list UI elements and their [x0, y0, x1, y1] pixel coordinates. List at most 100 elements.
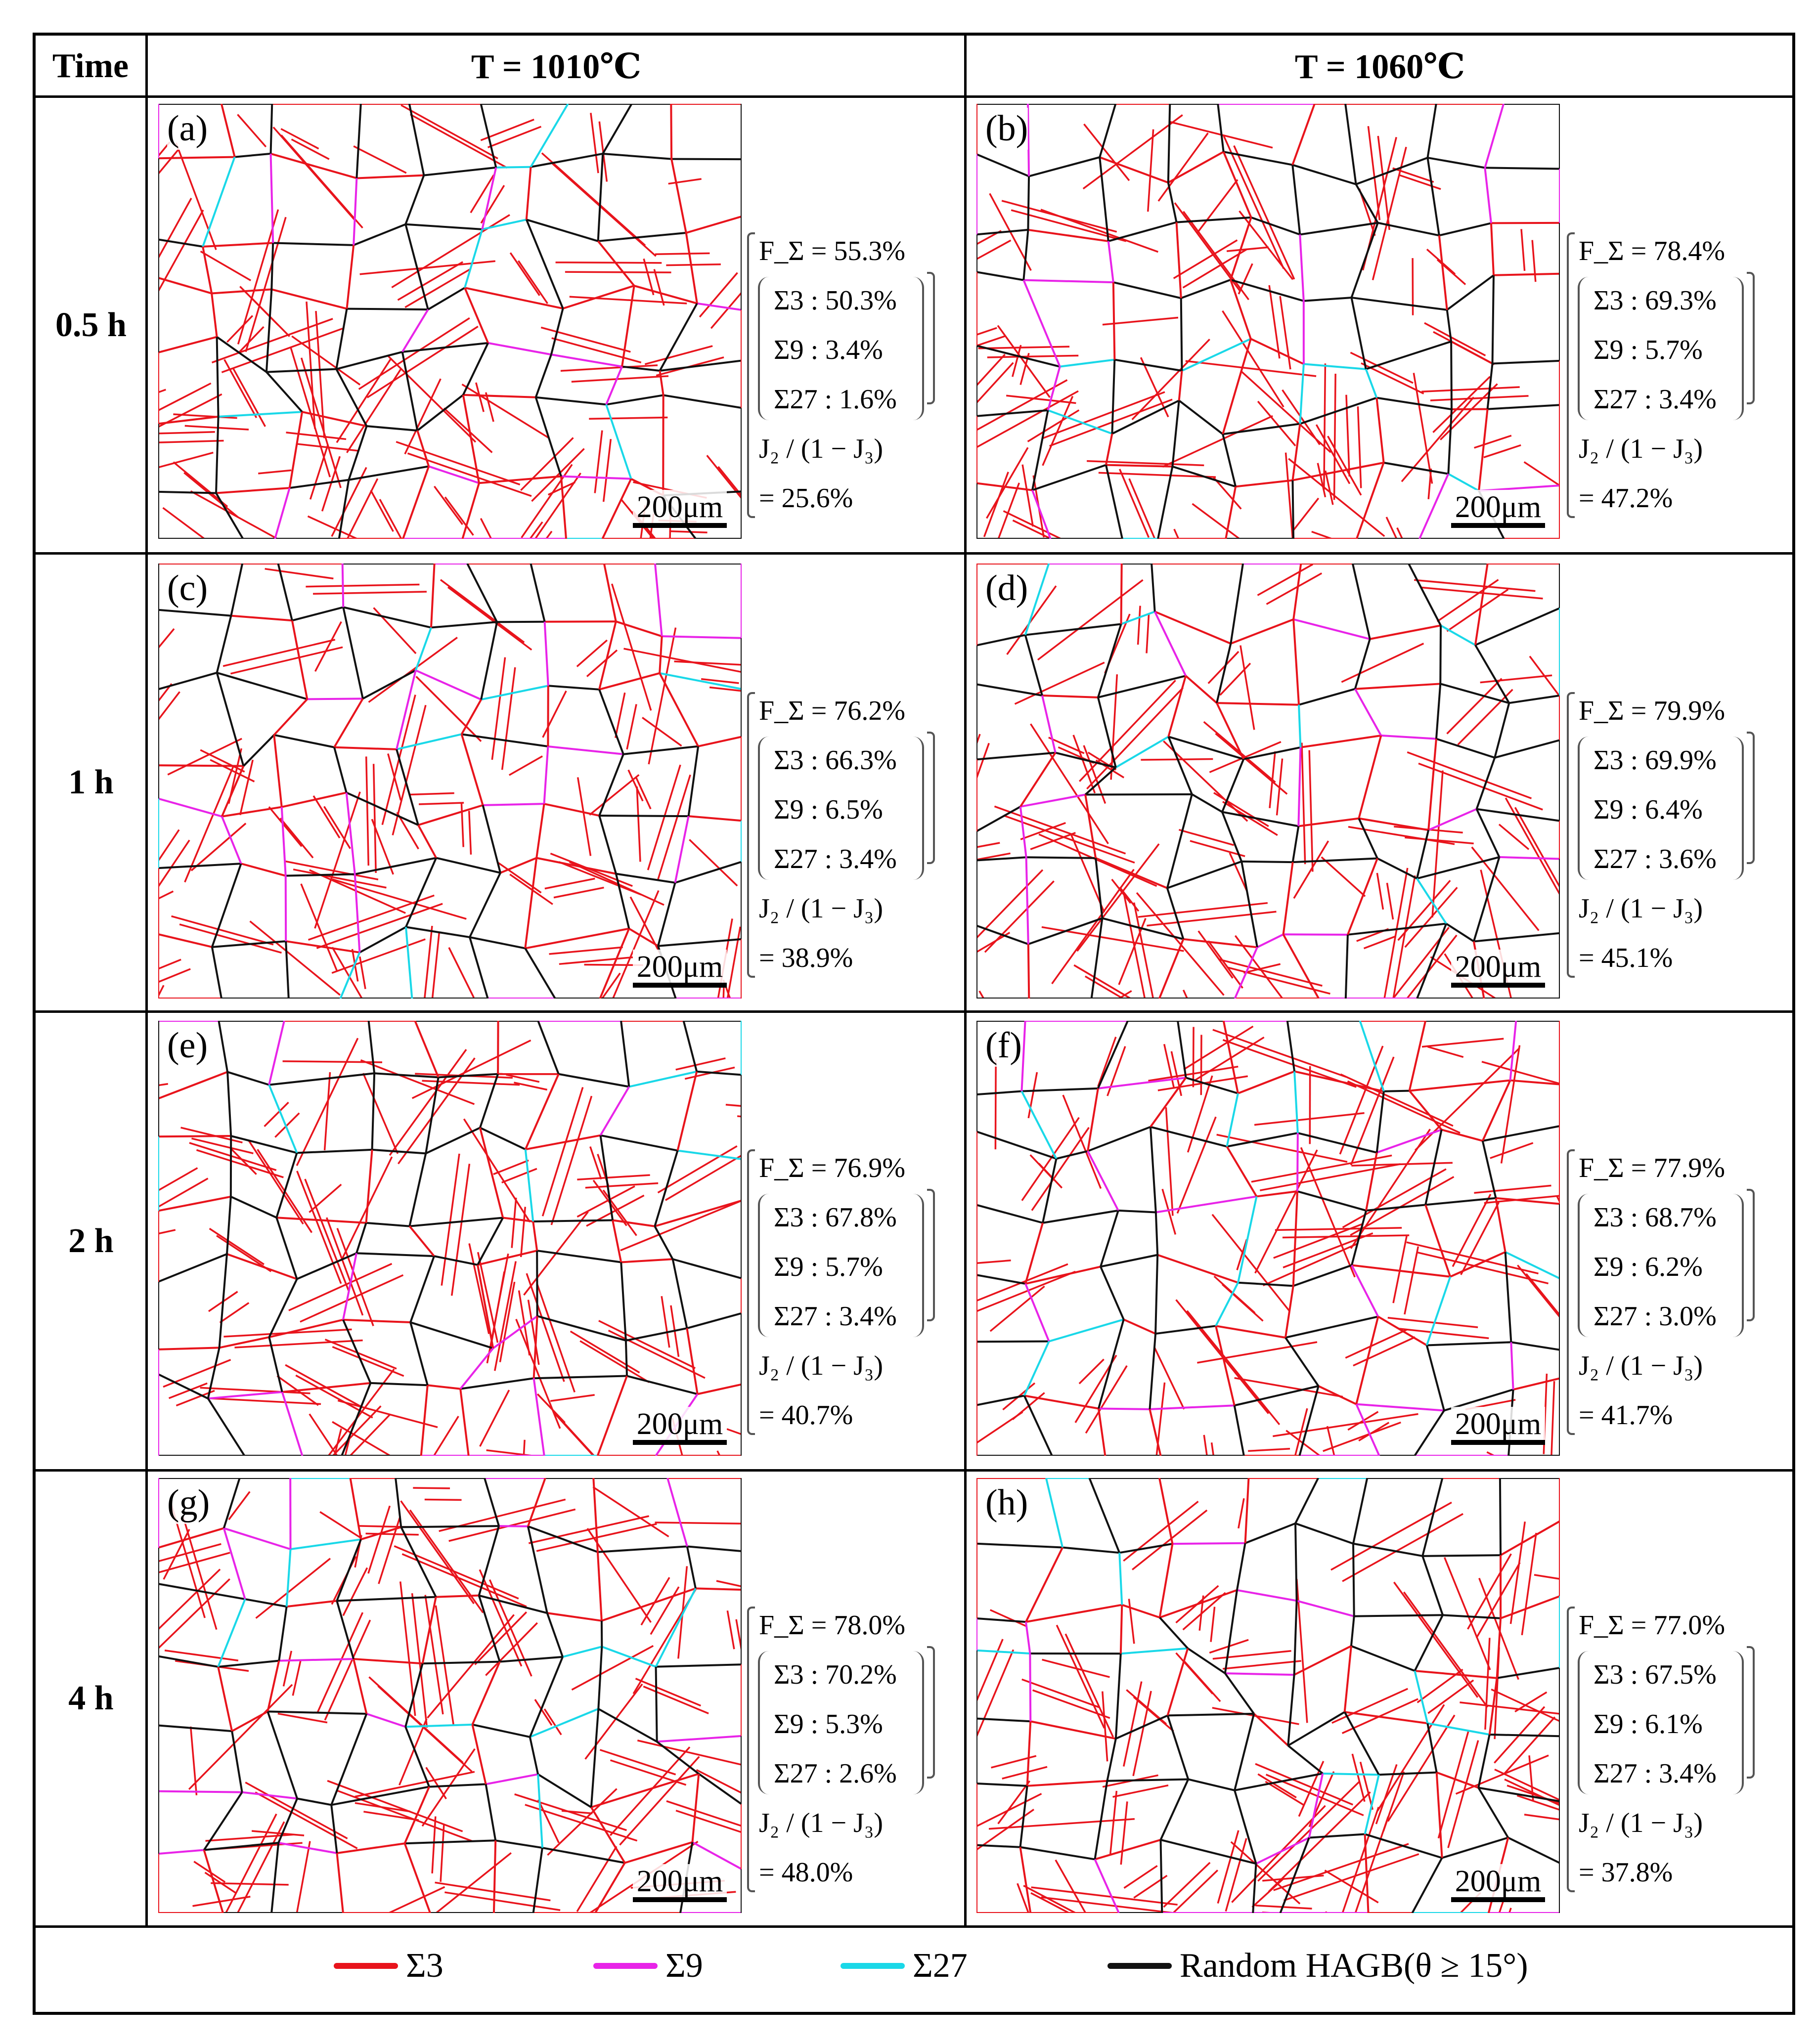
grain-boundary — [1024, 1222, 1044, 1284]
grain-boundary — [1166, 1715, 1190, 1780]
grain-boundary — [1111, 399, 1180, 435]
grain-boundary — [1350, 222, 1379, 298]
grain-boundary — [158, 1253, 227, 1283]
grain-boundary — [491, 657, 506, 760]
grain-boundary — [1128, 478, 1156, 539]
grain-boundary — [1494, 1768, 1560, 1801]
grain-boundary — [1343, 1646, 1352, 1712]
grain-boundary — [545, 530, 553, 539]
grain-boundary — [1340, 1073, 1454, 1127]
grain-boundary — [285, 1549, 292, 1607]
grain-boundary — [976, 379, 1068, 432]
grain-boundary — [336, 350, 403, 370]
grain-boundary — [550, 1394, 595, 1402]
grain-boundary — [1176, 1116, 1217, 1214]
grain-boundary — [657, 882, 676, 947]
grain-boundary — [1112, 282, 1116, 360]
grain-boundary — [404, 1663, 424, 1727]
grain-boundary — [158, 141, 171, 158]
grain-boundary — [212, 288, 272, 295]
grain-boundary — [279, 1658, 354, 1662]
grain-boundary — [486, 1773, 538, 1785]
grain-boundary — [1376, 1129, 1442, 1154]
grain-boundary — [532, 1847, 543, 1913]
grain-boundary — [464, 287, 489, 344]
stat-j-label: J₂ / (1 − J₃) — [1579, 434, 1703, 464]
grain-boundary — [601, 1587, 696, 1622]
grain-boundary — [1475, 1562, 1521, 1639]
grain-boundary — [1186, 1310, 1281, 1426]
grain-boundary — [1095, 857, 1168, 889]
grain-boundary — [1478, 1577, 1519, 1680]
grain-boundary — [286, 432, 347, 440]
grain-boundary — [387, 1886, 445, 1913]
grain-boundary — [518, 1290, 531, 1356]
grain-boundary — [1500, 1595, 1560, 1619]
grain-boundary — [163, 1528, 190, 1580]
grain-boundary — [1292, 1191, 1299, 1286]
grain-boundary — [1446, 588, 1509, 632]
grain-boundary — [1381, 734, 1437, 740]
grain-boundary — [466, 564, 498, 623]
grain-boundary — [1299, 221, 1378, 236]
grain-boundary — [1450, 341, 1453, 410]
grain-boundary — [479, 1594, 548, 1614]
grain-boundary — [337, 1399, 438, 1428]
stat-j-value: = 41.7% — [1579, 1400, 1673, 1431]
grain-boundary — [989, 1609, 1027, 1628]
grain-boundary — [1399, 174, 1441, 190]
grain-boundary — [158, 609, 231, 617]
grain-boundary — [615, 692, 626, 739]
grain-boundary — [976, 1793, 1042, 1827]
grain-boundary — [1154, 610, 1232, 645]
grain-boundary — [616, 872, 675, 884]
grain-boundary — [543, 1708, 562, 1736]
grain-boundary — [611, 583, 652, 711]
grain-boundary — [525, 167, 532, 220]
grain-boundary — [686, 1546, 697, 1589]
panel-label: (e) — [167, 1025, 208, 1067]
grain-boundary — [1383, 462, 1449, 475]
grain-boundary — [687, 746, 700, 817]
grain-boundary — [366, 325, 479, 398]
grain-boundary — [398, 1718, 428, 1785]
grain-boundary — [509, 873, 553, 905]
panel-label: (h) — [985, 1482, 1028, 1524]
ebsd-map-panel: (b) 200μm — [976, 104, 1560, 539]
grain-boundary — [205, 1833, 294, 1842]
grain-boundary — [1131, 339, 1210, 421]
grain-boundary — [1370, 624, 1441, 640]
grain-boundary — [353, 223, 406, 246]
grain-boundary — [297, 443, 358, 452]
grain-boundary — [658, 938, 742, 947]
grain-boundary — [1216, 643, 1232, 703]
left-brace — [1567, 232, 1575, 518]
grain-boundary — [1088, 1478, 1121, 1553]
grain-boundary — [1170, 1051, 1183, 1096]
grain-boundary — [1303, 363, 1366, 370]
grain-boundary — [1300, 735, 1381, 748]
row-time-label: 1 h — [68, 763, 114, 801]
grain-boundary — [281, 791, 347, 808]
grain-boundary — [433, 1416, 459, 1456]
grain-boundary — [483, 803, 544, 806]
grain-boundary — [1162, 415, 1273, 468]
grain-boundary — [986, 447, 1029, 519]
grain-boundary — [499, 1281, 516, 1362]
grain-boundary — [292, 606, 344, 622]
grain-boundary — [227, 1071, 269, 1086]
grain-boundary — [674, 861, 742, 884]
grain-boundary — [537, 1315, 626, 1342]
grain-boundary — [1347, 1080, 1461, 1134]
grain-boundary — [1297, 747, 1302, 826]
grain-boundary — [576, 1185, 635, 1218]
grain-boundary — [1426, 104, 1437, 158]
grain-boundary — [1157, 132, 1209, 202]
grain-boundary — [1416, 829, 1430, 879]
grain-boundary — [589, 416, 668, 420]
grain-boundary — [976, 1270, 1076, 1312]
grain-boundary — [343, 606, 432, 629]
grain-boundary — [1344, 104, 1357, 185]
grain-boundary — [245, 217, 287, 352]
grain-boundary — [725, 1103, 742, 1107]
